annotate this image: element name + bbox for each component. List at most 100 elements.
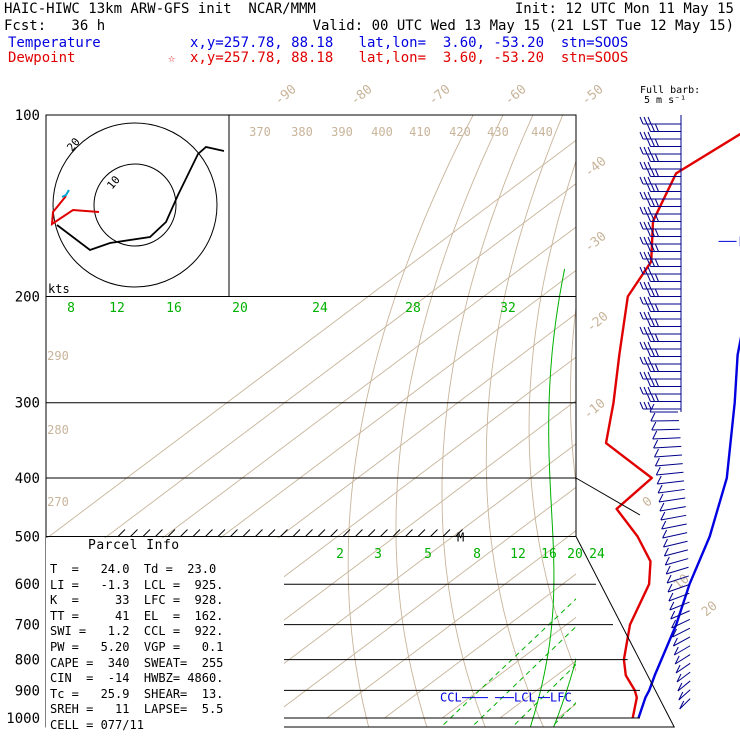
wind-barb-flag — [647, 326, 652, 335]
wind-barb-flag — [643, 131, 648, 140]
hatch-mark — [130, 529, 138, 537]
mixing-ratio-label: 3 — [374, 547, 382, 562]
wind-barb-flag — [651, 349, 655, 357]
wind-barb-flag — [639, 176, 644, 185]
wind-barb-flag — [655, 229, 659, 237]
wind-barb-flag — [647, 274, 651, 282]
wind-barb-shaft — [658, 488, 685, 494]
wind-barb-shaft — [655, 463, 683, 467]
isotherm-line — [615, 115, 740, 718]
wind-barb-flag — [647, 221, 652, 230]
hatch-mark — [230, 529, 238, 537]
wind-barb-flag — [665, 565, 671, 575]
mixing-ratio-line — [511, 663, 576, 727]
wind-barb-flag — [639, 131, 644, 140]
hatch-mark — [305, 529, 313, 537]
dry-adiabat-line — [395, 115, 504, 727]
pressure-tick-label: 1000 — [6, 711, 40, 727]
mixing-ratio-label: 12 — [510, 547, 526, 562]
pressure-tick-label: 800 — [15, 653, 40, 669]
wind-barb-flag — [647, 349, 651, 357]
hatch-mark — [167, 529, 176, 537]
mixing-ratio-line — [610, 584, 740, 731]
hatch-mark — [317, 529, 326, 537]
isotherm-label: -50 — [579, 82, 607, 109]
wind-barb-flag — [643, 401, 648, 410]
wind-barb-flag — [655, 244, 659, 252]
wind-barb-flag — [677, 682, 683, 692]
mixing-ratio-label: 16 — [541, 547, 557, 562]
lfc-label: LFC — [550, 691, 572, 705]
mixing-ratio-label: 24 — [589, 547, 605, 562]
parcel-row-cin-hwbz: CIN = -14 HWBZ= 4860. — [50, 671, 224, 686]
wind-barb-flag — [643, 221, 648, 230]
model-title: HAIC-HIWC 13km ARW-GFS init NCAR/MMM — [4, 1, 316, 17]
wind-barb-flag — [647, 281, 652, 290]
wind-barb-shaft — [658, 497, 686, 503]
wind-barb-shaft — [678, 689, 691, 701]
wind-barb-flag — [639, 161, 644, 170]
hatch-mark — [417, 529, 426, 537]
wind-barb-shaft — [664, 549, 689, 557]
wind-barb-shaft — [672, 627, 691, 638]
pressure-tick-label: 300 — [15, 396, 40, 412]
wind-barb-shaft — [662, 532, 688, 539]
wind-barb-flag — [643, 311, 648, 320]
wind-barb-flag — [639, 356, 644, 365]
pressure-tick-label: 200 — [15, 290, 40, 306]
wind-barb-flag — [655, 304, 659, 312]
wind-barb-flag — [639, 401, 644, 410]
pressure-tick-label: 600 — [15, 577, 40, 593]
moist-adiabat-line — [645, 269, 740, 731]
wind-barb-shaft — [675, 662, 691, 674]
wind-barb-flag — [639, 191, 644, 200]
wind-barb-flag — [676, 673, 682, 683]
wind-barb-shaft — [668, 592, 690, 602]
wind-barb-flag — [647, 131, 652, 140]
theta-label: 410 — [409, 125, 431, 139]
wind-barb-flag — [647, 161, 652, 170]
theta-label: 420 — [449, 125, 471, 139]
wind-barb-flag — [655, 349, 659, 357]
hatch-mark — [180, 529, 188, 537]
sounding-series — [604, 132, 740, 719]
wind-barb-flag — [643, 161, 648, 170]
wind-barb-flag — [647, 304, 651, 312]
wind-barb-flag — [668, 592, 674, 602]
barb-legend-line2: 5 m s⁻¹ — [644, 95, 687, 106]
wind-barb-flag — [643, 386, 648, 395]
temperature-legend-label: Temperature — [8, 35, 101, 51]
isotherm-label: -10 — [581, 396, 609, 423]
wind-barb-flag — [655, 199, 659, 207]
theta-label: 400 — [371, 125, 393, 139]
hatch-mark — [217, 529, 226, 537]
hatch-mark — [155, 529, 163, 537]
wind-barb-flag — [655, 289, 659, 297]
wind-barb-flag — [639, 221, 644, 230]
theta-e-label: 16 — [166, 301, 182, 316]
wind-barb-flag — [651, 379, 655, 387]
wind-barb-flag — [647, 244, 651, 252]
wind-barb-flag — [643, 176, 648, 185]
hatch-mark — [205, 529, 213, 537]
wind-barb-flag — [655, 184, 659, 192]
wind-barb-flag — [651, 139, 655, 147]
wind-barb-flag — [655, 154, 659, 162]
wind-barb-flag — [647, 214, 651, 222]
wind-barb-flag — [647, 184, 651, 192]
wind-barb-flag — [643, 326, 648, 335]
wind-barb-flag — [647, 169, 651, 177]
pressure-tick-label: 500 — [15, 529, 40, 545]
hatch-mark — [117, 529, 126, 537]
theta-e-label: 28 — [405, 301, 421, 316]
wind-barb-shaft — [673, 636, 691, 647]
wind-barb-flag — [643, 146, 648, 155]
isotherm-label: -90 — [272, 82, 300, 109]
wind-barb-flag — [639, 206, 644, 215]
mixing-ratio-label: 20 — [567, 547, 583, 562]
wind-barb-flag — [643, 281, 648, 290]
dewpoint-location-info: x,y=257.78, 88.18 lat,lon= 3.60, -53.20 … — [190, 50, 629, 66]
wind-barb-flag — [647, 206, 652, 215]
theta-label: 270 — [47, 495, 69, 509]
